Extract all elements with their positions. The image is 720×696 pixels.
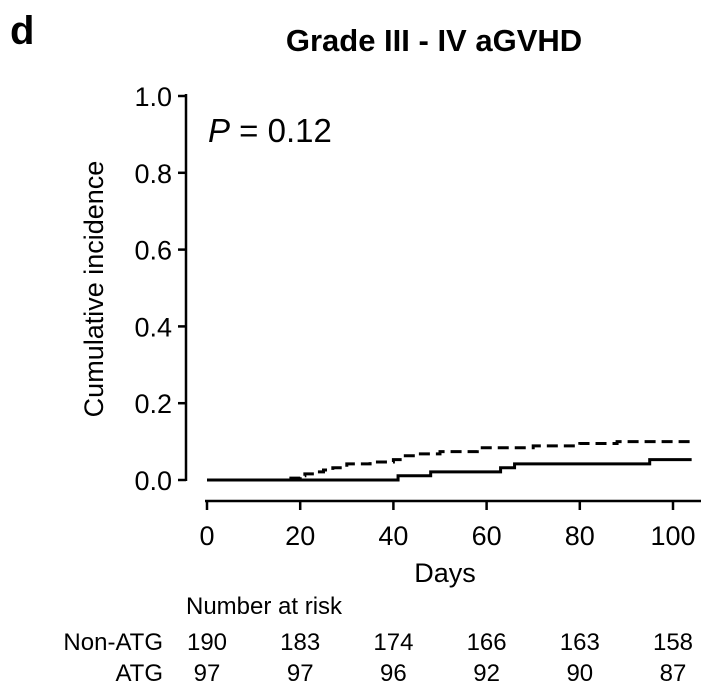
- x-tick-label: 20: [285, 521, 315, 551]
- risk-row-label: Non-ATG: [63, 629, 163, 656]
- risk-value: 190: [187, 629, 227, 656]
- x-tick-label: 100: [650, 521, 695, 551]
- p-value-annotation: P = 0.12: [208, 112, 332, 149]
- y-axis: 0.0 0.2 0.4 0.6 0.8 1.0: [134, 82, 188, 496]
- p-value-symbol: P: [208, 112, 230, 149]
- risk-value: 183: [280, 629, 320, 656]
- risk-value: 97: [287, 660, 314, 687]
- y-tick-label: 0.4: [134, 312, 172, 342]
- y-tick-label: 0.2: [134, 389, 172, 419]
- risk-table-header: Number at risk: [186, 593, 343, 620]
- y-tick-label: 0.0: [134, 466, 172, 496]
- y-axis-label: Cumulative incidence: [79, 161, 109, 418]
- risk-value: 92: [473, 660, 500, 687]
- x-tick-label: 80: [565, 521, 595, 551]
- risk-value: 96: [380, 660, 407, 687]
- x-axis-label: Days: [414, 558, 476, 588]
- x-tick-label: 0: [199, 521, 214, 551]
- series-line-dashed: [207, 440, 692, 482]
- y-tick-label: 1.0: [134, 82, 172, 112]
- chart-title: Grade III - IV aGVHD: [286, 23, 582, 58]
- risk-row-label: ATG: [115, 660, 163, 687]
- y-tick-label: 0.8: [134, 159, 172, 189]
- x-tick-label: 40: [378, 521, 408, 551]
- panel-letter: d: [10, 9, 34, 53]
- x-axis: 0 20 40 60 80 100: [199, 499, 701, 551]
- risk-value: 166: [467, 629, 507, 656]
- p-value-text: = 0.12: [230, 112, 332, 149]
- x-tick-label: 60: [472, 521, 502, 551]
- y-tick-label: 0.6: [134, 236, 172, 266]
- series-line-solid: [207, 458, 692, 482]
- risk-table: Non-ATG 190 183 174 166 163 158 ATG 97 97 96 92 90 87: [63, 629, 693, 687]
- risk-value: 90: [566, 660, 593, 687]
- risk-value: 87: [660, 660, 687, 687]
- risk-value: 174: [373, 629, 413, 656]
- risk-value: 158: [653, 629, 693, 656]
- risk-value: 163: [560, 629, 600, 656]
- risk-value: 97: [194, 660, 221, 687]
- series-layer: [207, 440, 692, 482]
